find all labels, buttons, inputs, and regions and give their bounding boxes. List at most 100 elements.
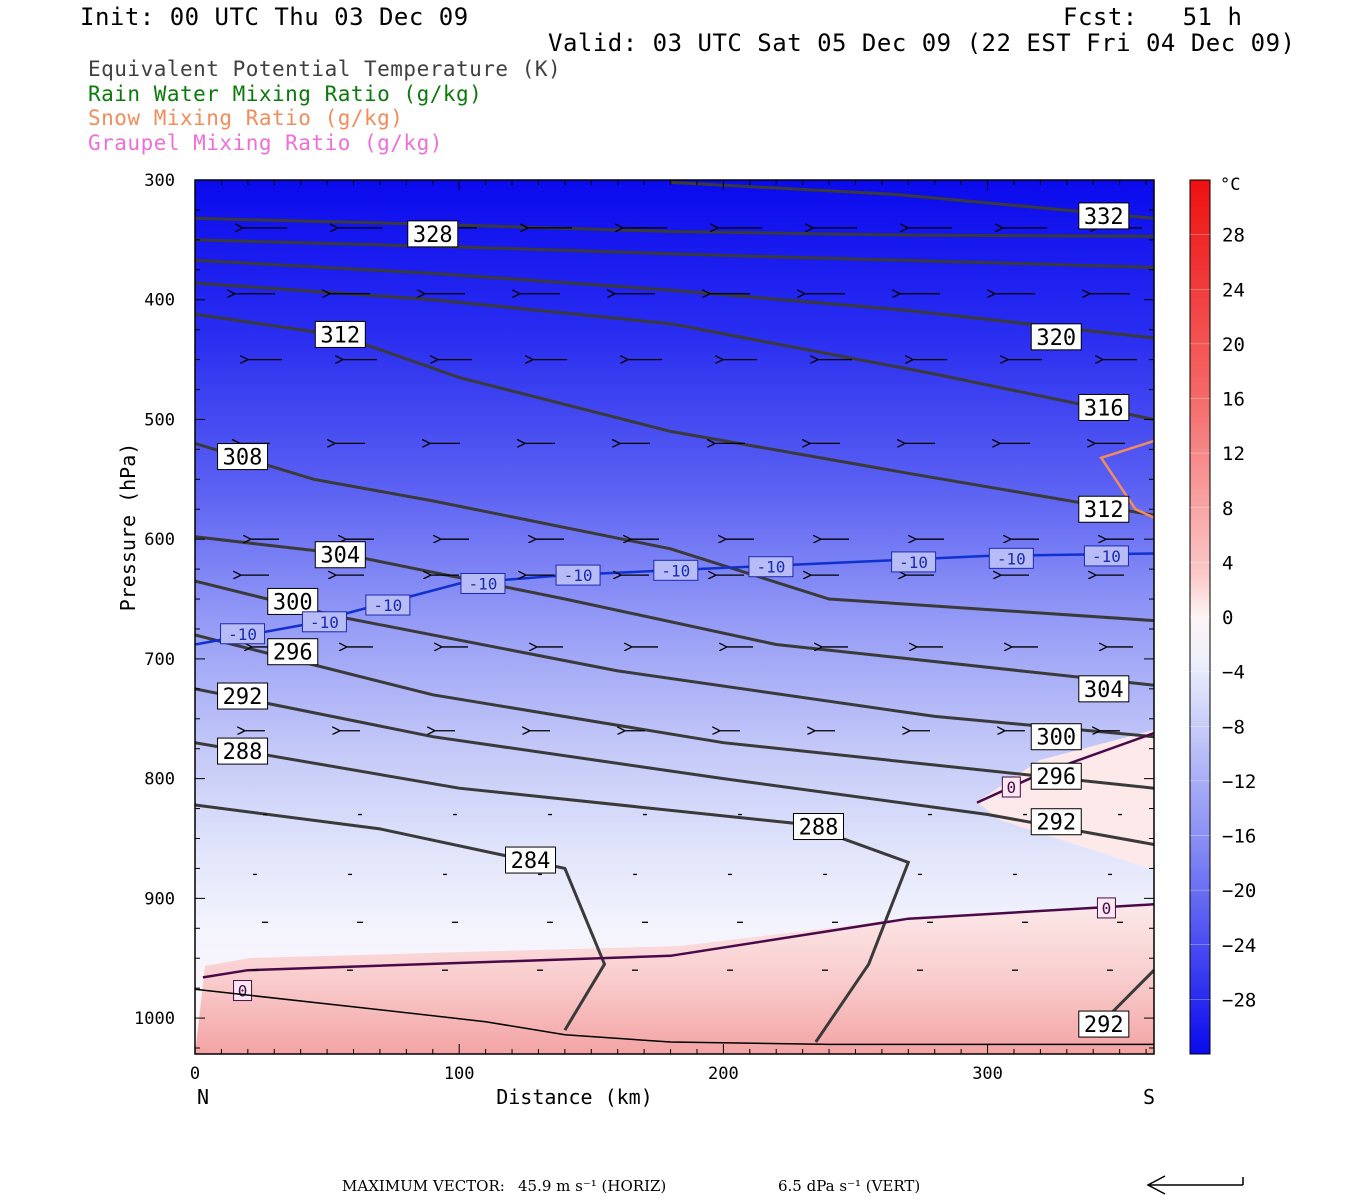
theta-e-label-box (314, 320, 366, 348)
theta-e-label: 308 (223, 446, 263, 471)
plot-frame (194, 179, 1155, 1055)
theta-e-label-box (1078, 495, 1130, 523)
theta-e-label-box (1078, 202, 1130, 230)
theta-e-label: 292 (223, 685, 263, 710)
temperature-label-box (748, 556, 794, 578)
theta-e-label: 288 (799, 816, 839, 841)
y-axis-label: Pressure (hPa) (116, 443, 140, 612)
theta-e-label-box (1030, 323, 1082, 351)
colorbar-tick-label: −28 (1222, 989, 1256, 1011)
forecast-hour: Fcst: 51 h (1063, 3, 1243, 31)
temperature-label: -10 (310, 613, 339, 632)
temperature-label: -10 (564, 566, 593, 585)
theta-e-label: 300 (1036, 726, 1076, 751)
theta-e-contour-304 (195, 535, 1154, 687)
theta-e-contour-320 (195, 258, 1154, 340)
legend-rain: Rain Water Mixing Ratio (g/kg) (88, 82, 483, 106)
colorbar-tick-label: −20 (1222, 880, 1256, 902)
colorbar-tick-label: 24 (1222, 279, 1245, 301)
legend-graupel: Graupel Mixing Ratio (g/kg) (88, 131, 443, 155)
temperature-contour-0 (202, 903, 1154, 979)
theta-e-contour-332 (670, 180, 1154, 220)
theta-e-contour-284 (195, 803, 607, 1031)
theta-e-label-box (1078, 1010, 1130, 1038)
x-tick-label: 200 (708, 1064, 739, 1084)
temperature-label: -10 (373, 596, 402, 615)
temperature-label-box (1083, 545, 1129, 567)
temperature-label-box (1001, 776, 1021, 798)
temperature-label-box (301, 611, 347, 633)
colorbar-tick-label: −16 (1222, 826, 1256, 848)
y-tick-label: 600 (144, 530, 175, 550)
temperature-label: -10 (1092, 547, 1121, 566)
theta-e-label-box (1030, 808, 1082, 836)
temperature-label: -10 (661, 561, 690, 580)
valid-time: Valid: 03 UTC Sat 05 Dec 09 (22 EST Fri … (548, 29, 1296, 57)
x-tick-label: 300 (972, 1064, 1003, 1084)
y-tick-label: 900 (144, 889, 175, 909)
colorbar-tick-label: −24 (1222, 935, 1256, 957)
temperature-label-box (460, 572, 506, 594)
theta-e-label: 300 (273, 590, 313, 615)
theta-e-contour-308 (195, 441, 1154, 623)
temperature-label: -10 (899, 553, 928, 572)
colorbar-tick-label: 4 (1222, 552, 1233, 574)
snow-contour (1099, 439, 1154, 519)
temperature-label-box (891, 551, 937, 573)
temperature-label-box (653, 559, 699, 581)
x-tick-label: 100 (444, 1064, 475, 1084)
theta-e-label-box (267, 638, 319, 666)
temperature-label: 0 (238, 982, 248, 1001)
theta-e-label-box (1078, 675, 1130, 703)
theta-e-contour-288 (195, 741, 911, 1043)
theta-e-label-box (217, 682, 269, 710)
theta-e-label-box (314, 541, 366, 569)
max-vector-label: MAXIMUM VECTOR: (342, 1177, 505, 1195)
theta-e-label: 292 (1036, 811, 1076, 836)
theta-e-label: 332 (1084, 205, 1124, 230)
temperature-label: -10 (469, 574, 498, 593)
reference-vector (1146, 1175, 1244, 1195)
temperature-label-box (365, 594, 411, 616)
terrain-line (194, 988, 1154, 1046)
theta-e-label: 304 (1084, 678, 1124, 703)
theta-e-contour-328 (195, 216, 1154, 238)
y-tick-label: 800 (144, 770, 175, 790)
temperature-label-box (555, 564, 601, 586)
theta-e-contour-324 (195, 238, 1154, 269)
theta-e-contour-292 (1105, 969, 1154, 1020)
x-axis-label: Distance (km) (496, 1085, 653, 1109)
theta-e-label: 288 (223, 740, 263, 765)
colorbar-tick-label: −12 (1222, 771, 1256, 793)
legend-theta-e: Equivalent Potential Temperature (K) (88, 57, 562, 81)
warm-layer-shading (195, 905, 1154, 1054)
colorbar-unit: °C (1220, 175, 1240, 195)
theta-e-label: 296 (1036, 765, 1076, 790)
theta-e-label: 304 (320, 544, 360, 569)
theta-e-label-box (1030, 762, 1082, 790)
y-tick-label: 1000 (134, 1009, 175, 1029)
theta-e-label: 296 (273, 641, 313, 666)
x-tick-label: 0 (190, 1064, 200, 1084)
theta-e-label: 316 (1084, 396, 1124, 421)
colorbar-tick-label: 16 (1222, 389, 1245, 411)
colorbar-tick-label: 28 (1222, 225, 1245, 247)
temperature-label-box (988, 547, 1034, 569)
theta-e-label: 284 (511, 849, 551, 874)
theta-e-label-box (217, 737, 269, 765)
colorbar-tick-label: −8 (1222, 716, 1245, 738)
y-tick-label: 400 (144, 291, 175, 311)
theta-e-label: 312 (320, 323, 360, 348)
colorbar-tick-label: 20 (1222, 334, 1245, 356)
theta-e-label-box (792, 813, 844, 841)
theta-e-label-box (1030, 723, 1082, 751)
theta-e-label: 312 (1084, 498, 1124, 523)
temperature-label: 0 (1102, 899, 1112, 918)
init-time: Init: 00 UTC Thu 03 Dec 09 (80, 3, 469, 31)
temperature-label: 0 (1007, 778, 1017, 797)
colorbar-tick-label: 0 (1222, 607, 1233, 629)
theta-e-label-box (505, 846, 557, 874)
colorbar-tick-label: 8 (1222, 498, 1233, 520)
max-vector-horiz: 45.9 m s⁻¹ (HORIZ) (518, 1177, 667, 1195)
